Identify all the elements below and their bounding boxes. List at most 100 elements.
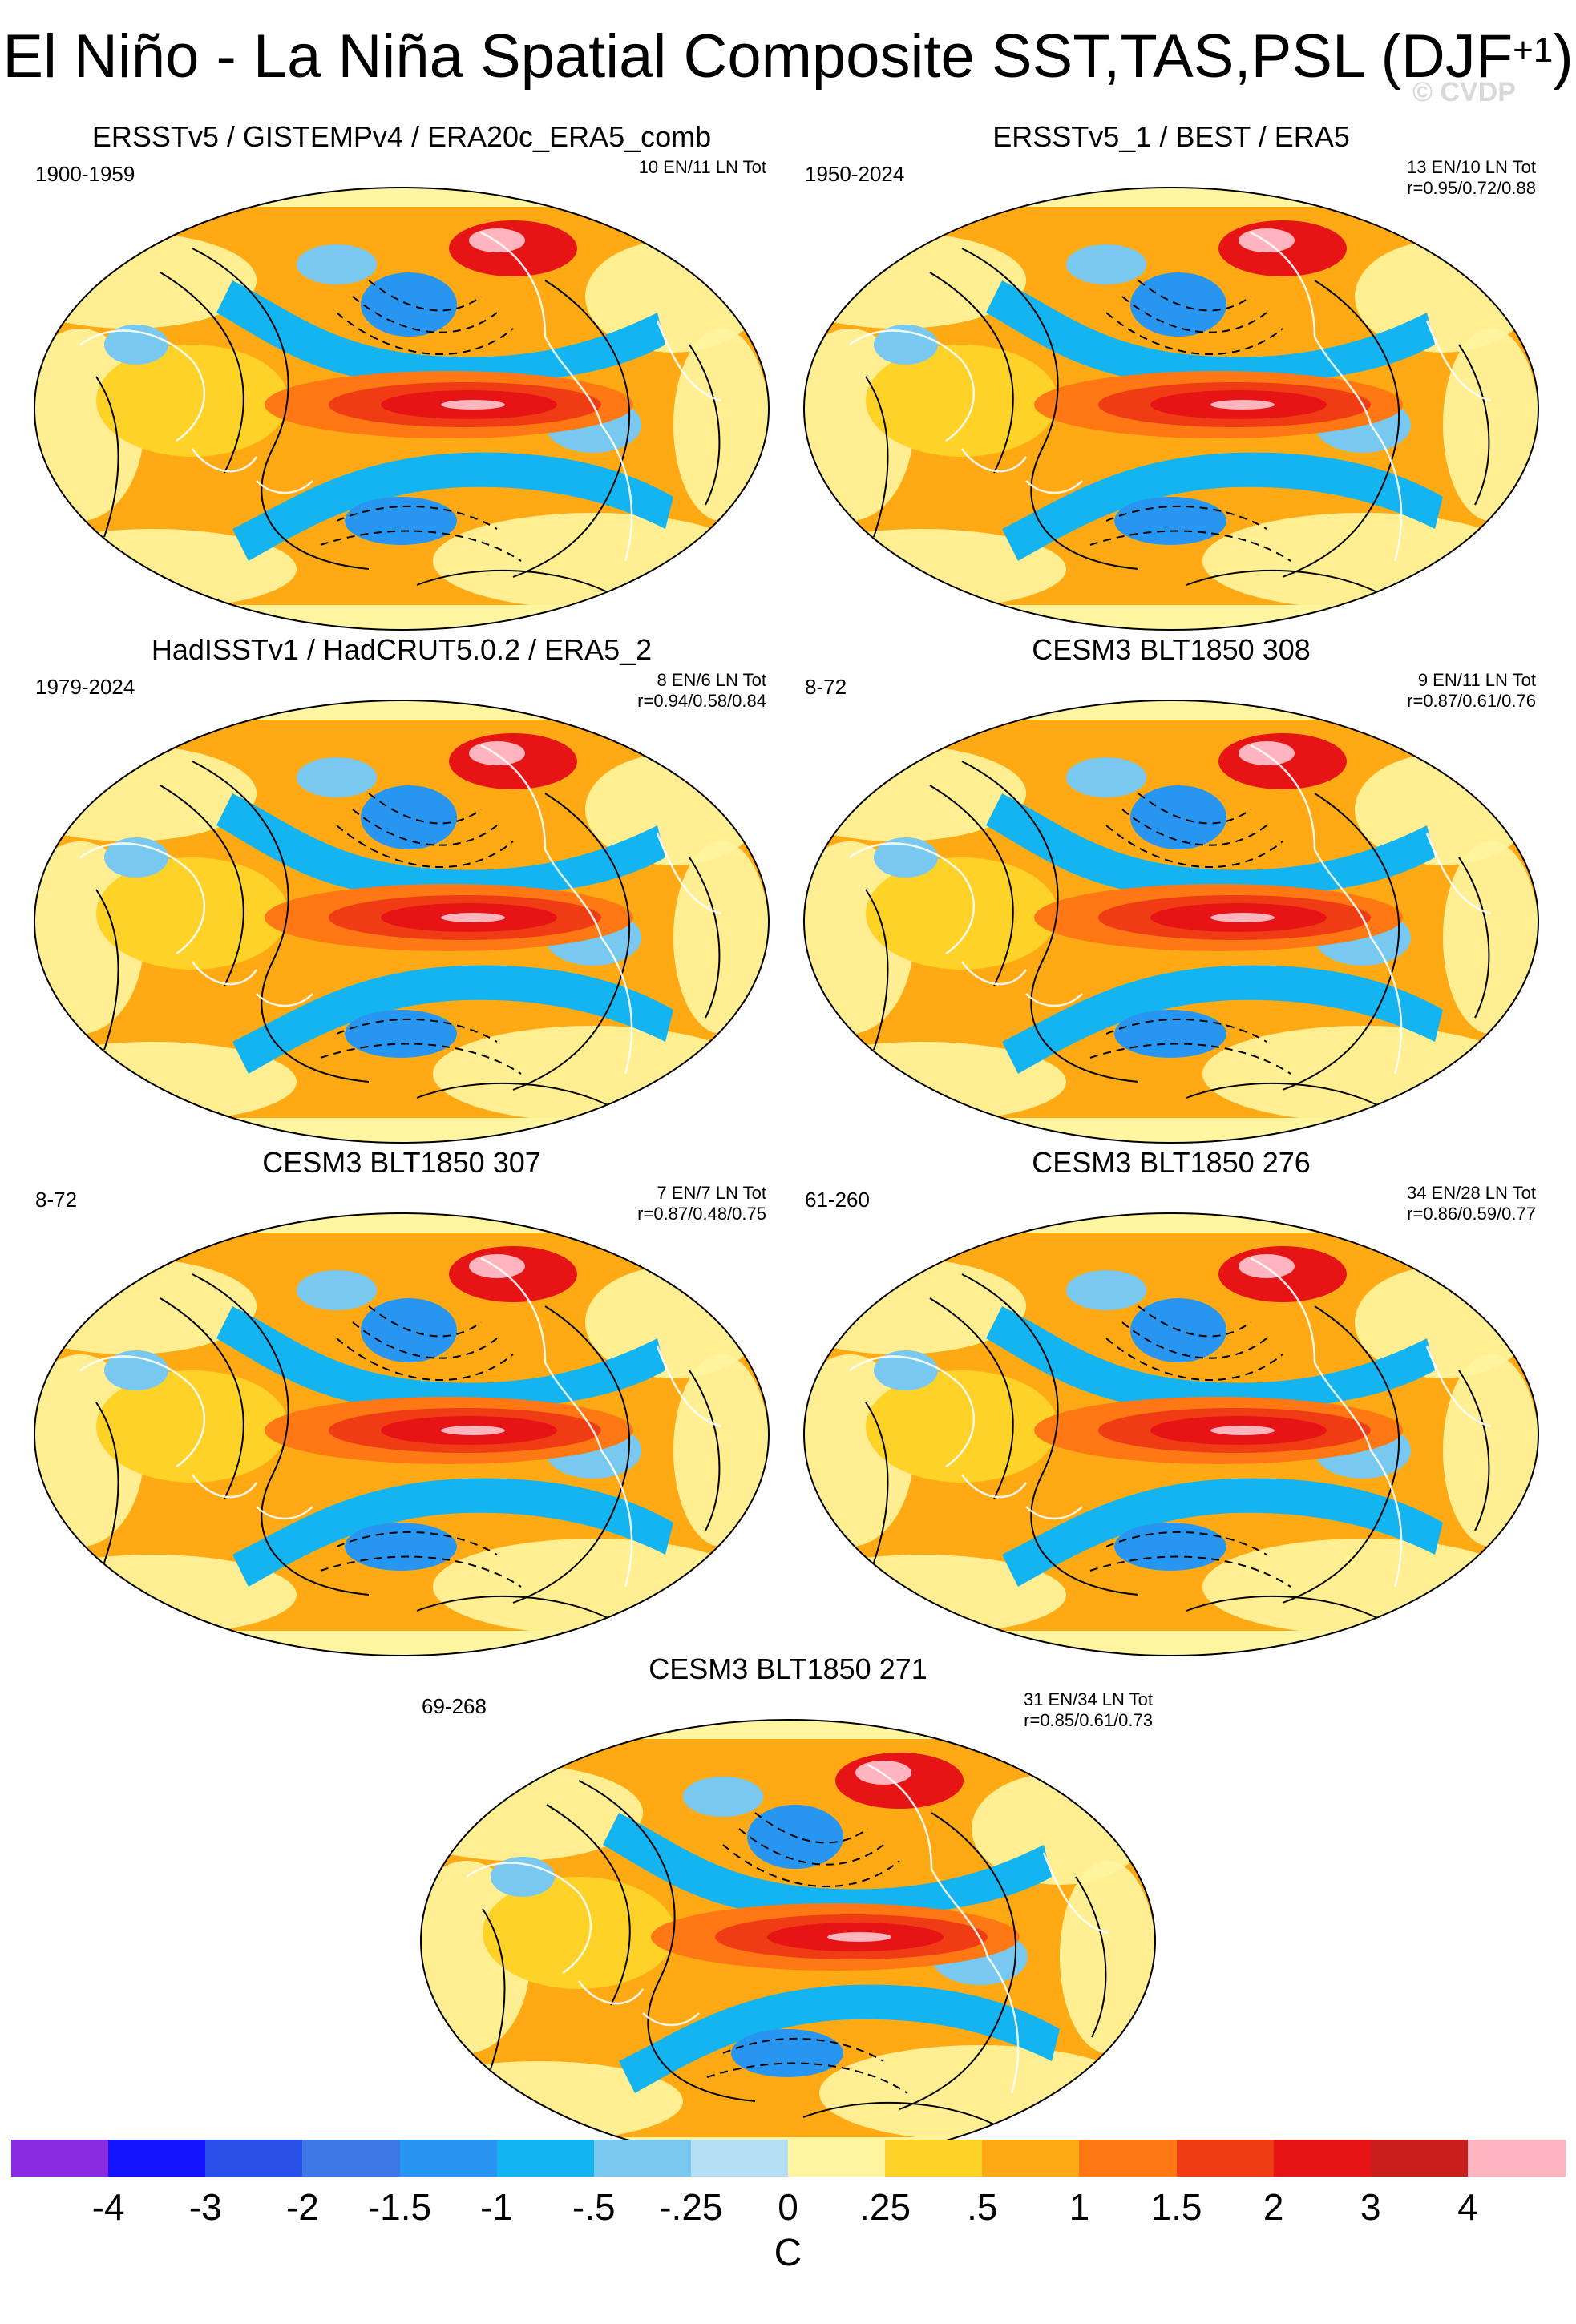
coastline xyxy=(960,448,1028,473)
contour-line xyxy=(929,785,1014,986)
panel-years: 69-268 xyxy=(422,1694,487,1718)
panel-title: CESM3 BLT1850 271 xyxy=(649,1652,927,1685)
contour-line xyxy=(336,1018,498,1043)
psl-contours xyxy=(865,248,1490,594)
coastline xyxy=(1025,993,1083,1007)
colorbar-tick-label: -1 xyxy=(480,2186,514,2228)
psl-contours xyxy=(865,761,1490,1107)
coastline xyxy=(642,2012,700,2027)
contour-line xyxy=(95,889,119,1051)
weak-warm-anomaly xyxy=(433,1026,754,1122)
coastlines xyxy=(849,744,1492,1075)
coastline xyxy=(1025,480,1083,494)
contour-line xyxy=(961,248,1139,570)
contour-line xyxy=(1458,857,1490,1019)
contour-line xyxy=(961,1273,1139,1596)
coastline xyxy=(960,1474,1028,1499)
north-cool-arc xyxy=(216,793,665,898)
contour-line xyxy=(1105,1018,1267,1043)
contour-line xyxy=(802,2101,996,2126)
coastline xyxy=(79,842,206,955)
coastline xyxy=(1425,833,1492,915)
contour-line xyxy=(1105,825,1283,868)
colorbar-segment xyxy=(108,2140,206,2177)
map-border xyxy=(803,187,1539,631)
contour-line xyxy=(722,1844,900,1887)
weak-warm-anomaly xyxy=(673,841,769,1034)
south-cool-arc xyxy=(619,1984,1060,2093)
north-america-peak xyxy=(1239,228,1295,252)
south-pacific-cool xyxy=(1114,1523,1226,1571)
contour-line xyxy=(416,569,610,594)
antarctic-band xyxy=(804,1118,1538,1143)
colorbar-tick-label: 1 xyxy=(1069,2186,1090,2228)
global-map xyxy=(803,700,1539,1144)
coastline xyxy=(1250,1257,1403,1588)
colorbar xyxy=(11,2140,1566,2178)
arctic-cool xyxy=(297,244,377,284)
coastline xyxy=(960,961,1028,986)
contour-line xyxy=(512,793,631,1091)
colorbar-segment xyxy=(788,2140,886,2177)
south-cool-arc xyxy=(232,965,673,1074)
weak-warm-anomaly xyxy=(819,2045,1140,2141)
coastline xyxy=(1025,1506,1083,1520)
panel-years: 1950-2024 xyxy=(805,162,905,186)
contour-line xyxy=(689,344,721,506)
north-cool-arc xyxy=(986,1306,1435,1410)
south-pacific-cool xyxy=(1114,1010,1226,1058)
contour-line xyxy=(368,793,482,825)
contour-line xyxy=(1089,1555,1291,1588)
panel-title: CESM3 BLT1850 276 xyxy=(1032,1146,1311,1179)
antarctic-band xyxy=(34,605,769,630)
north-cool-arc xyxy=(216,1306,665,1410)
enso-tongue-peak xyxy=(441,400,505,410)
contour-line xyxy=(95,376,119,538)
colorbar-segment xyxy=(11,2140,109,2177)
panel-counts: 34 EN/28 LN Tot r=0.86/0.59/0.77 xyxy=(1406,1183,1536,1224)
coastline xyxy=(656,320,722,402)
panel-counts: 10 EN/11 LN Tot xyxy=(638,157,766,177)
contour-line xyxy=(1282,1305,1400,1604)
panel-years: 61-260 xyxy=(805,1188,870,1212)
psl-contours xyxy=(95,248,721,594)
coastline xyxy=(191,961,258,986)
enso-tongue-peak xyxy=(1210,400,1275,410)
contour-line xyxy=(482,1908,506,2070)
contour-line xyxy=(336,825,514,868)
panel-years: 1979-2024 xyxy=(35,675,135,699)
south-cool-arc xyxy=(232,1478,673,1587)
weak-warm-anomaly xyxy=(673,1354,769,1547)
map-border xyxy=(34,1212,770,1656)
coastline xyxy=(656,1346,722,1428)
coastline xyxy=(79,1355,206,1468)
contour-line xyxy=(320,1555,522,1588)
contour-line xyxy=(512,280,631,578)
contour-line xyxy=(1458,344,1490,506)
contour-line xyxy=(929,1297,1014,1499)
contour-line xyxy=(1458,1370,1490,1531)
arctic-cool xyxy=(683,1777,763,1817)
colorbar-units: C xyxy=(774,2232,802,2274)
coastline xyxy=(867,1763,1020,2094)
contour-line xyxy=(95,1402,119,1563)
arctic-cool xyxy=(297,1270,377,1310)
psl-contours xyxy=(865,1273,1490,1620)
panel-title: CESM3 BLT1850 307 xyxy=(262,1146,541,1179)
map-panel-1: ERSSTv5 / GISTEMPv4 / ERA20c_ERA5_comb 1… xyxy=(32,120,771,633)
coastline xyxy=(191,448,258,473)
contour-line xyxy=(192,1273,370,1596)
contour-line xyxy=(352,1321,498,1359)
weak-warm-anomaly xyxy=(1202,513,1523,609)
colorbar-tick-label: -1.5 xyxy=(367,2186,432,2228)
coastline xyxy=(1425,320,1492,402)
antarctic-band xyxy=(804,605,1538,630)
map-panel-6: CESM3 BLT1850 276 61-260 34 EN/28 LN Tot… xyxy=(802,1146,1541,1659)
antarctic-band xyxy=(34,1118,769,1143)
contour-line xyxy=(1186,1082,1380,1107)
colorbar-tick-label: 3 xyxy=(1360,2186,1381,2228)
contour-line xyxy=(352,296,498,333)
arctic-cool xyxy=(1066,757,1146,797)
contour-line xyxy=(929,272,1014,474)
contour-line xyxy=(368,280,482,312)
